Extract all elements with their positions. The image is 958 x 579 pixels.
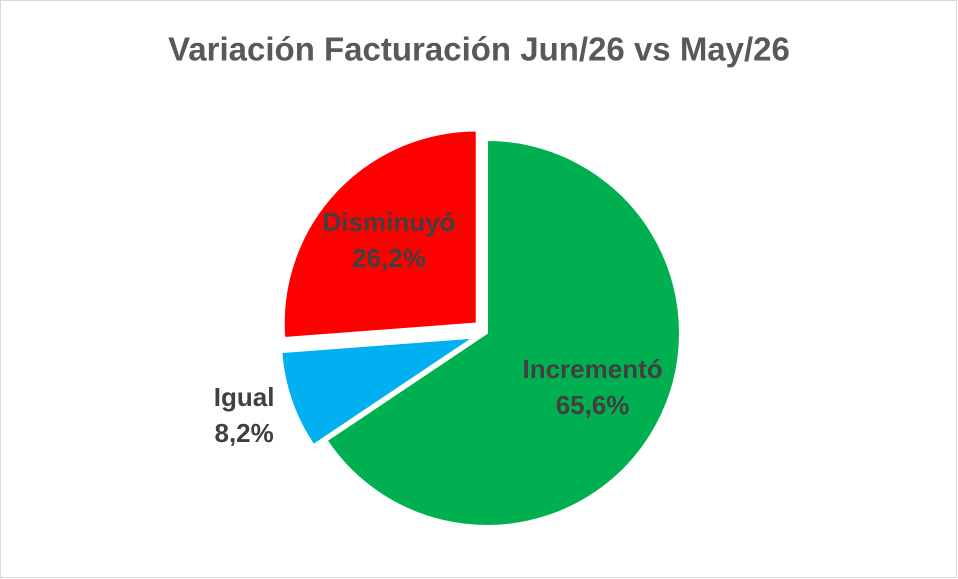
chart-title: Variación Facturación Jun/26 vs May/26 bbox=[168, 31, 790, 68]
pie-slice bbox=[325, 138, 681, 527]
slice-label: Igual bbox=[214, 382, 275, 412]
slice-value: 65,6% bbox=[556, 390, 630, 420]
pie-slice bbox=[280, 336, 478, 447]
pie-slice bbox=[282, 129, 478, 340]
slice-value: 26,2% bbox=[352, 243, 426, 273]
slice-label: Incrementó bbox=[522, 354, 662, 384]
slice-value: 8,2% bbox=[214, 418, 273, 448]
slice-label: Disminuyó bbox=[323, 207, 456, 237]
